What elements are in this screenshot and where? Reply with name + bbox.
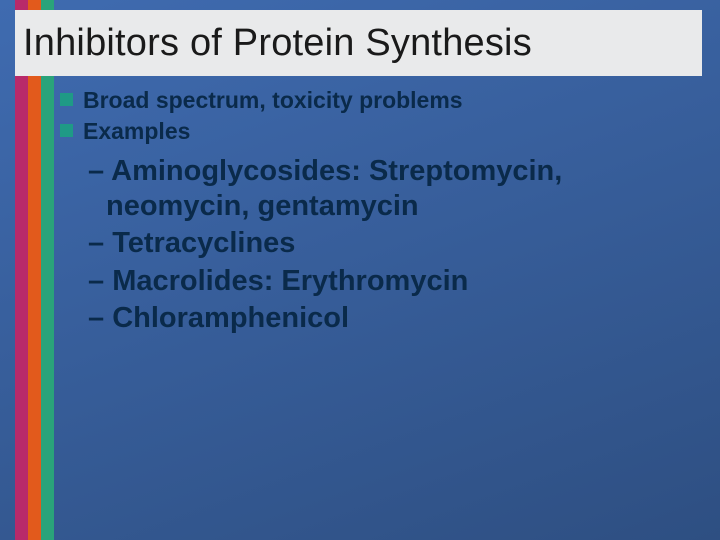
dash-icon: – [88,227,104,259]
slide: Inhibitors of Protein Synthesis Broad sp… [0,0,720,540]
bullet-square-icon [60,124,73,137]
slide-title: Inhibitors of Protein Synthesis [23,22,532,65]
sub-item-2: – Tetracyclines [88,226,696,261]
sub-list: – Aminoglycosides: Streptomycin, neomyci… [88,154,696,337]
bullet-text-1: Broad spectrum, toxicity problems [83,86,463,115]
sub-item-1: – Aminoglycosides: Streptomycin, neomyci… [88,154,696,225]
accent-stripes [15,0,54,540]
stripe-2 [28,0,41,540]
sub-item-text-3: Macrolides: Erythromycin [112,265,468,297]
sub-item-text-2: Tetracyclines [112,227,295,259]
sub-item-4: – Chloramphenicol [88,301,696,336]
bullet-row-1: Broad spectrum, toxicity problems [60,86,696,115]
stripe-3 [41,0,54,540]
slide-content: Broad spectrum, toxicity problems Exampl… [60,86,696,338]
slide-title-box: Inhibitors of Protein Synthesis [15,10,702,76]
bullet-row-2: Examples [60,117,696,146]
bullet-text-2: Examples [83,117,190,146]
sub-item-text-4: Chloramphenicol [112,302,349,334]
stripe-1 [15,0,28,540]
dash-icon: – [88,265,104,297]
dash-icon: – [88,155,104,187]
bullet-square-icon [60,93,73,106]
dash-icon: – [88,302,104,334]
sub-item-3: – Macrolides: Erythromycin [88,264,696,299]
sub-item-text-1: Aminoglycosides: Streptomycin, neomycin,… [106,155,562,222]
